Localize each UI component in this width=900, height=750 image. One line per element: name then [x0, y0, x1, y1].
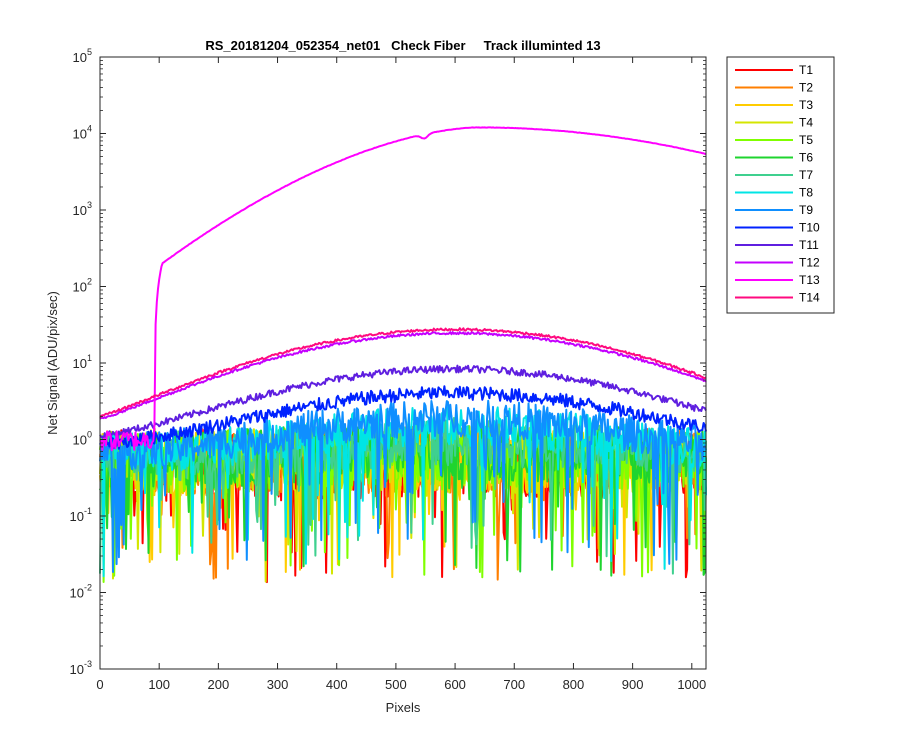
axes-background — [100, 57, 706, 669]
y-tick-label: 100 — [73, 430, 92, 448]
x-tick-label: 600 — [444, 677, 466, 692]
legend-label-t5: T5 — [799, 133, 813, 147]
legend-label-t4: T4 — [799, 116, 813, 130]
legend-label-t8: T8 — [799, 186, 813, 200]
plot-area: 0 100 200 300 400 500 600 700 800 900 1000 10-310-… — [70, 47, 707, 692]
x-ticks: 0 100 200 300 400 500 600 700 800 900 1000 — [96, 57, 706, 692]
y-tick-base: 10 — [73, 433, 87, 448]
y-tick-base: 10 — [70, 662, 84, 677]
legend-label-t11: T11 — [799, 238, 819, 252]
y-tick-exponent: 2 — [87, 277, 92, 287]
series-line-t9 — [99, 399, 707, 573]
series-line-t11 — [99, 364, 707, 441]
x-axis-title: Pixels — [386, 700, 421, 715]
y-tick-base: 10 — [73, 127, 87, 142]
y-tick-base: 10 — [73, 50, 87, 65]
series-line-t10 — [99, 385, 707, 450]
chart-title: RS_20181204_052354_net01 Check Fiber Tra… — [205, 38, 600, 53]
series-line-t14 — [99, 327, 707, 419]
y-tick-exponent: 3 — [87, 200, 92, 210]
y-tick-exponent: -2 — [84, 583, 92, 593]
legend-label-t2: T2 — [799, 81, 813, 95]
legend-label-t1: T1 — [799, 63, 813, 77]
series-line-t8 — [99, 406, 707, 578]
x-tick-label: 700 — [503, 677, 525, 692]
legend-items: T1 T2 T3 T4 T5 T6 T7 T8 T9 T10 T11 T12 T13 T14 — [735, 63, 820, 305]
y-tick-exponent: 1 — [87, 353, 92, 363]
x-tick-label: 300 — [267, 677, 289, 692]
legend-box — [726, 56, 835, 314]
y-tick-exponent: -1 — [84, 506, 92, 516]
y-tick-base: 10 — [70, 586, 84, 601]
x-tick-label: 500 — [385, 677, 407, 692]
y-tick-label: 10-1 — [70, 506, 92, 524]
y-tick-base: 10 — [70, 509, 84, 524]
y-tick-base: 10 — [73, 203, 87, 218]
x-tick-label: 1000 — [677, 677, 706, 692]
y-tick-exponent: 4 — [87, 124, 92, 134]
y-tick-label: 105 — [73, 47, 92, 65]
legend-label-t7: T7 — [799, 168, 813, 182]
y-tick-base: 10 — [73, 356, 87, 371]
legend-label-t14: T14 — [799, 291, 820, 305]
legend-label-t10: T10 — [799, 221, 820, 235]
y-tick-label: 104 — [73, 124, 92, 142]
y-tick-label: 102 — [73, 277, 92, 295]
legend-label-t3: T3 — [799, 98, 813, 112]
x-tick-label: 200 — [208, 677, 230, 692]
series-line-t13 — [99, 126, 707, 452]
y-tick-base: 10 — [73, 280, 87, 295]
x-tick-label: 800 — [563, 677, 585, 692]
legend: T1 T2 T3 T4 T5 T6 T7 T8 T9 T10 T11 T12 T13 T14 — [726, 56, 835, 314]
legend-label-t9: T9 — [799, 203, 813, 217]
y-axis-title: Net Signal (ADU/pix/sec) — [45, 291, 60, 435]
y-tick-label: 103 — [73, 200, 92, 218]
y-tick-label: 101 — [73, 353, 92, 371]
x-tick-label: 900 — [622, 677, 644, 692]
legend-label-t6: T6 — [799, 151, 813, 165]
y-tick-exponent: 0 — [87, 430, 92, 440]
series-line-t12 — [99, 331, 707, 420]
x-tick-label: 0 — [96, 677, 103, 692]
legend-label-t13: T13 — [799, 273, 820, 287]
x-tick-label: 400 — [326, 677, 348, 692]
legend-label-t12: T12 — [799, 256, 820, 270]
y-tick-exponent: -3 — [84, 659, 92, 669]
x-tick-label: 100 — [148, 677, 170, 692]
y-tick-label: 10-2 — [70, 583, 92, 601]
y-tick-exponent: 5 — [87, 47, 92, 57]
y-tick-label: 10-3 — [70, 659, 92, 677]
series-layer — [99, 126, 707, 584]
